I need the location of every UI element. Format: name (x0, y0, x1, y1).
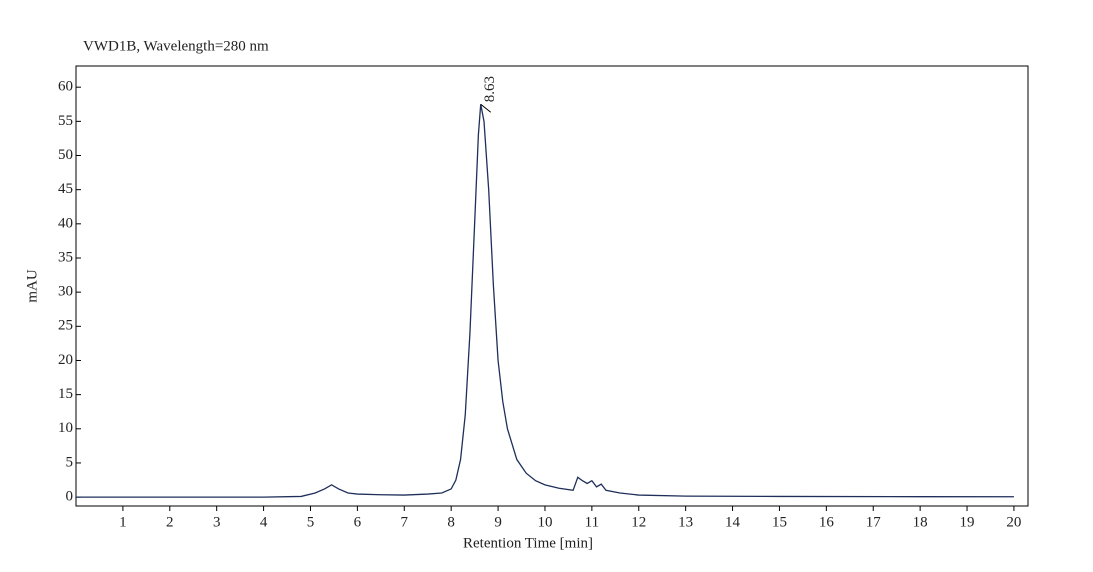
x-tick-label: 11 (585, 514, 599, 530)
x-tick-label: 4 (260, 514, 268, 530)
x-tick-label: 5 (307, 514, 315, 530)
y-tick-label: 10 (58, 420, 73, 436)
peak-marker (480, 103, 492, 113)
peak-label: 8.63 (482, 76, 498, 102)
x-tick-label: 16 (819, 514, 835, 530)
x-tick-label: 3 (213, 514, 221, 530)
x-tick-label: 17 (866, 514, 882, 530)
y-tick-label: 40 (58, 215, 73, 231)
y-tick-label: 5 (66, 454, 74, 470)
x-axis-label: Retention Time [min] (463, 535, 593, 551)
x-tick-label: 12 (631, 514, 646, 530)
plot-frame (75, 65, 1029, 507)
x-tick-label: 6 (354, 514, 362, 530)
trace (76, 104, 1014, 498)
y-tick-label: 45 (58, 181, 73, 197)
x-tick-label: 13 (678, 514, 693, 530)
x-tick-label: 10 (537, 514, 552, 530)
x-tick-label: 1 (119, 514, 127, 530)
x-tick-label: 15 (772, 514, 787, 530)
y-tick-label: 25 (58, 318, 73, 334)
x-tick-label: 14 (725, 514, 741, 530)
y-tick-label: 0 (66, 489, 74, 505)
x-tick-label: 18 (913, 514, 928, 530)
x-tick-label: 8 (447, 514, 455, 530)
x-tick-label: 9 (494, 514, 502, 530)
x-tick-label: 2 (166, 514, 174, 530)
y-tick-label: 15 (58, 386, 73, 402)
chart-title: VWD1B, Wavelength=280 nm (83, 38, 269, 54)
y-tick-label: 55 (58, 113, 73, 129)
x-tick-label: 19 (960, 514, 975, 530)
y-tick-label: 20 (58, 352, 73, 368)
y-tick-label: 30 (58, 284, 73, 300)
x-tick-label: 20 (1006, 514, 1021, 530)
y-tick-label: 50 (58, 147, 73, 163)
y-axis-label: mAU (24, 269, 40, 303)
x-tick-label: 7 (401, 514, 409, 530)
y-tick-label: 60 (58, 79, 73, 95)
y-tick-label: 35 (58, 249, 73, 265)
